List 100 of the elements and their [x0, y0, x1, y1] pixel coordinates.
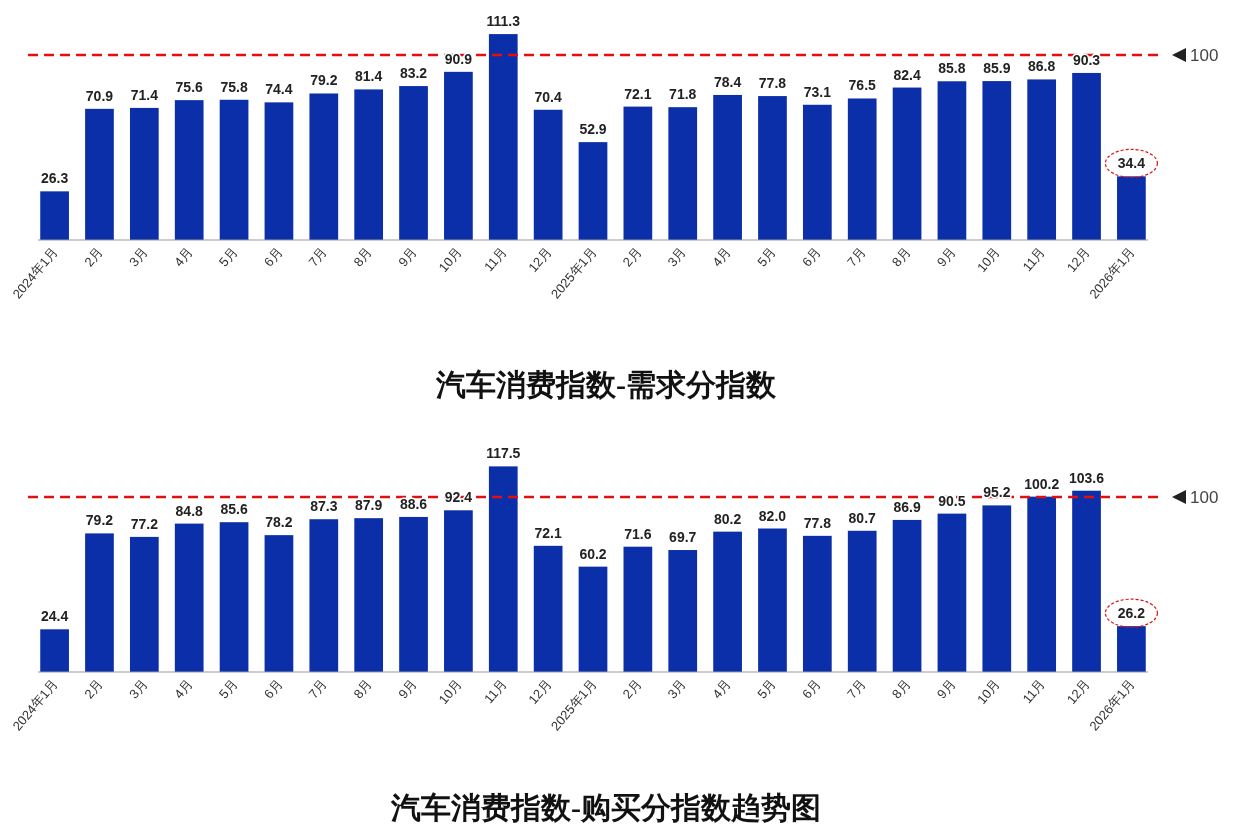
x-tick-label: 5月 [754, 244, 779, 270]
bar [264, 102, 294, 240]
ref-line-label: 100 [1190, 46, 1219, 65]
bar [399, 516, 428, 672]
data-label: 52.9 [579, 121, 607, 138]
x-tick-label: 5月 [215, 676, 241, 702]
data-label: 87.9 [355, 497, 383, 514]
x-tick-label: 3月 [126, 676, 151, 702]
bar [847, 530, 877, 672]
bar [85, 108, 114, 240]
bar [40, 629, 69, 672]
bar [1027, 79, 1057, 240]
bar [758, 96, 787, 240]
x-tick-label: 6月 [799, 244, 824, 270]
data-label: 79.2 [85, 512, 114, 529]
bar [623, 106, 653, 240]
x-tick-label: 12月 [525, 244, 555, 275]
data-label: 103.6 [1069, 469, 1105, 486]
bar [1072, 490, 1101, 672]
data-label: 87.3 [310, 498, 338, 515]
bar [892, 87, 922, 240]
x-tick-label: 2月 [81, 676, 106, 702]
x-tick-label: 12月 [1063, 676, 1093, 707]
data-label: 60.2 [579, 545, 607, 562]
x-tick-label: 5月 [215, 244, 241, 270]
data-label: 77.8 [803, 514, 832, 531]
data-label: 77.2 [130, 515, 159, 532]
data-label: 85.9 [983, 60, 1011, 77]
data-label: 90.3 [1072, 51, 1101, 68]
bar [1117, 176, 1146, 240]
data-label: 24.4 [40, 608, 69, 625]
x-tick-label: 12月 [525, 676, 555, 707]
x-tick-label: 3月 [664, 244, 690, 270]
x-tick-label: 4月 [709, 676, 734, 702]
bar [354, 518, 384, 672]
x-tick-label: 2月 [81, 244, 106, 270]
data-label: 81.4 [355, 68, 383, 85]
x-tick-label: 6月 [260, 676, 286, 702]
data-label: 73.1 [803, 83, 832, 100]
x-tick-label: 10月 [973, 244, 1004, 275]
data-label: 111.3 [486, 13, 521, 30]
x-tick-label: 10月 [435, 244, 465, 275]
bar [1027, 496, 1057, 672]
bar [309, 519, 339, 672]
x-tick-label: 2月 [619, 244, 645, 270]
x-tick-label: 11月 [1019, 244, 1048, 275]
data-label: 75.6 [175, 79, 204, 96]
ref-line-label: 100 [1190, 488, 1219, 507]
x-tick-label: 9月 [933, 676, 959, 702]
x-tick-label: 8月 [350, 676, 375, 702]
bar [219, 522, 249, 672]
text: 汽车消费指数-需求分指数 [435, 368, 777, 401]
data-label: 95.2 [983, 484, 1011, 501]
x-tick-label: 12月 [1063, 244, 1093, 275]
data-label: 85.8 [938, 60, 966, 77]
bar [668, 107, 698, 240]
bar [1117, 626, 1146, 672]
data-label: 78.4 [713, 73, 742, 90]
data-label: 70.4 [534, 88, 562, 105]
bar [399, 86, 428, 240]
data-label: 86.9 [893, 498, 921, 515]
x-tick-label: 9月 [395, 244, 420, 270]
data-label: 88.6 [399, 495, 428, 512]
x-tick-label: 3月 [126, 244, 151, 270]
x-tick-label: 10月 [973, 676, 1004, 707]
x-tick-label: 11月 [481, 676, 510, 707]
bar [533, 109, 563, 240]
data-label: 79.2 [310, 72, 338, 89]
bar [758, 528, 787, 672]
bar [892, 519, 922, 672]
bar [578, 566, 608, 672]
bar [129, 536, 159, 672]
x-tick-label: 9月 [395, 676, 420, 702]
data-label: 80.7 [848, 509, 877, 526]
bar [847, 98, 877, 240]
data-label: 80.2 [713, 510, 742, 527]
x-tick-label: 8月 [350, 244, 375, 270]
bar [802, 535, 832, 672]
bar [444, 510, 473, 672]
data-label: 78.2 [265, 514, 293, 531]
bar [309, 93, 339, 240]
x-tick-label: 4月 [171, 676, 196, 702]
data-label: 71.4 [130, 86, 159, 103]
bar [668, 550, 698, 672]
x-tick-label: 8月 [888, 676, 914, 702]
bar [937, 513, 967, 672]
data-label: 72.1 [534, 524, 562, 541]
bar [578, 142, 608, 240]
data-label: 90.9 [444, 50, 473, 67]
bar [802, 104, 832, 240]
bar [1072, 72, 1101, 240]
bar [937, 81, 967, 240]
data-label: 100.2 [1024, 475, 1060, 492]
data-label: 77.8 [758, 75, 787, 92]
data-label: 76.5 [848, 77, 877, 94]
x-tick-label: 4月 [709, 244, 734, 270]
x-tick-label: 4月 [171, 244, 196, 270]
bar [623, 546, 653, 672]
bar [488, 466, 518, 672]
data-label: 34.4 [1117, 155, 1146, 172]
